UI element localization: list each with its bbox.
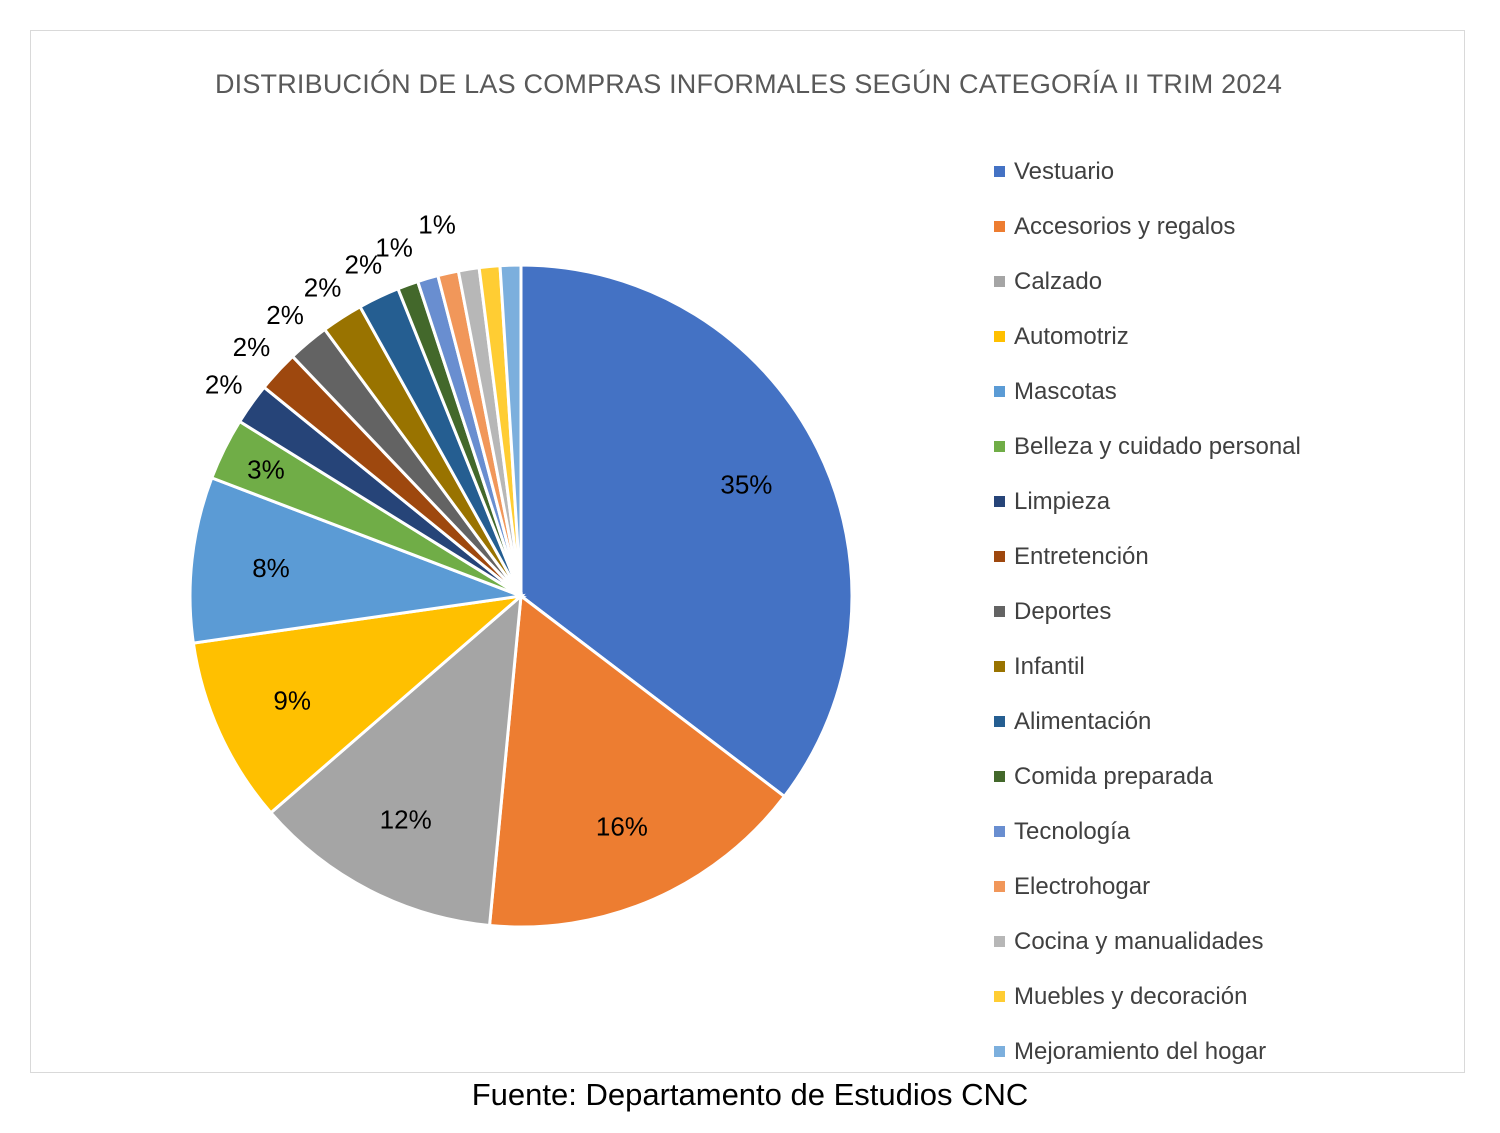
legend-item: Belleza y cuidado personal: [994, 419, 1454, 474]
legend-label: Mascotas: [1014, 377, 1117, 405]
legend-item: Deportes: [994, 584, 1454, 639]
legend-item: Cocina y manualidades: [994, 914, 1454, 969]
chart-legend: Vestuario Accesorios y regalos Calzado Auto…: [994, 144, 1454, 1079]
legend-swatch: [994, 441, 1005, 452]
legend-label: Mejoramiento del hogar: [1014, 1037, 1267, 1065]
data-label-7: 2%: [205, 369, 243, 399]
legend-swatch: [994, 771, 1005, 782]
legend-swatch: [994, 221, 1005, 232]
legend-label: Tecnología: [1014, 817, 1131, 845]
chart-area: DISTRIBUCIÓN DE LAS COMPRAS INFORMALES S…: [30, 30, 1465, 1073]
legend-swatch: [994, 496, 1005, 507]
legend-label: Automotriz: [1014, 322, 1129, 350]
legend-label: Accesorios y regalos: [1014, 212, 1236, 240]
data-label-12: 1%: [375, 232, 413, 262]
pie-slice-5: [188, 475, 527, 645]
data-label-11: 2%: [345, 250, 383, 280]
data-label-8: 2%: [233, 332, 271, 362]
data-label-9: 2%: [266, 300, 304, 330]
legend-item: Comida preparada: [994, 749, 1454, 804]
legend-swatch: [994, 936, 1005, 947]
legend-item: Limpieza: [994, 474, 1454, 529]
pie-slice-4: [191, 593, 526, 815]
legend-swatch: [994, 166, 1005, 177]
legend-label: Vestuario: [1014, 157, 1115, 185]
legend-item: Vestuario: [994, 144, 1454, 199]
legend-label: Calzado: [1014, 267, 1103, 295]
legend-item: Electrohogar: [994, 859, 1454, 914]
legend-label: Limpieza: [1014, 487, 1111, 515]
pie-slice-2: [487, 593, 787, 929]
source-note: Fuente: Departamento de Estudios CNC: [471, 1077, 1029, 1112]
legend-item: Alimentación: [994, 694, 1454, 749]
data-label-4: 9%: [273, 686, 311, 716]
legend-swatch: [994, 606, 1005, 617]
legend-item: Mejoramiento del hogar: [994, 1024, 1454, 1079]
legend-swatch: [994, 881, 1005, 892]
pie-slice-17: [498, 263, 523, 597]
pie-slice-1: [519, 263, 854, 799]
legend-swatch: [994, 551, 1005, 562]
legend-swatch: [994, 991, 1005, 1002]
legend-label: Belleza y cuidado personal: [1014, 432, 1301, 460]
data-label-2: 16%: [596, 812, 648, 842]
data-label-14: 1%: [418, 209, 456, 239]
legend-label: Cocina y manualidades: [1014, 927, 1264, 955]
legend-swatch: [994, 1046, 1005, 1057]
legend-item: Automotriz: [994, 309, 1454, 364]
legend-label: Alimentación: [1014, 707, 1152, 735]
legend-item: Accesorios y regalos: [994, 199, 1454, 254]
legend-label: Electrohogar: [1014, 872, 1151, 900]
chart-title: DISTRIBUCIÓN DE LAS COMPRAS INFORMALES S…: [214, 69, 1283, 99]
legend-swatch: [994, 276, 1005, 287]
legend-item: Mascotas: [994, 364, 1454, 419]
pie-slice-3: [268, 592, 523, 928]
legend-swatch: [994, 716, 1005, 727]
legend-swatch: [994, 331, 1005, 342]
legend-label: Muebles y decoración: [1014, 982, 1248, 1010]
data-label-1: 35%: [720, 469, 772, 499]
legend-swatch: [994, 661, 1005, 672]
legend-item: Entretención: [994, 529, 1454, 584]
legend-item: Muebles y decoración: [994, 969, 1454, 1024]
legend-swatch: [994, 826, 1005, 837]
data-label-5: 8%: [252, 553, 290, 583]
legend-label: Entretención: [1014, 542, 1149, 570]
legend-item: Tecnología: [994, 804, 1454, 859]
legend-label: Deportes: [1014, 597, 1112, 625]
legend-swatch: [994, 386, 1005, 397]
legend-item: Calzado: [994, 254, 1454, 309]
legend-label: Infantil: [1014, 652, 1085, 680]
data-label-10: 2%: [304, 272, 342, 302]
legend-label: Comida preparada: [1014, 762, 1213, 790]
pie-chart: 35%16%12%9%8%3%2%2%2%2%2%1%1%: [188, 209, 854, 929]
data-label-3: 12%: [380, 805, 432, 835]
legend-item: Infantil: [994, 639, 1454, 694]
data-label-6: 3%: [247, 455, 285, 485]
